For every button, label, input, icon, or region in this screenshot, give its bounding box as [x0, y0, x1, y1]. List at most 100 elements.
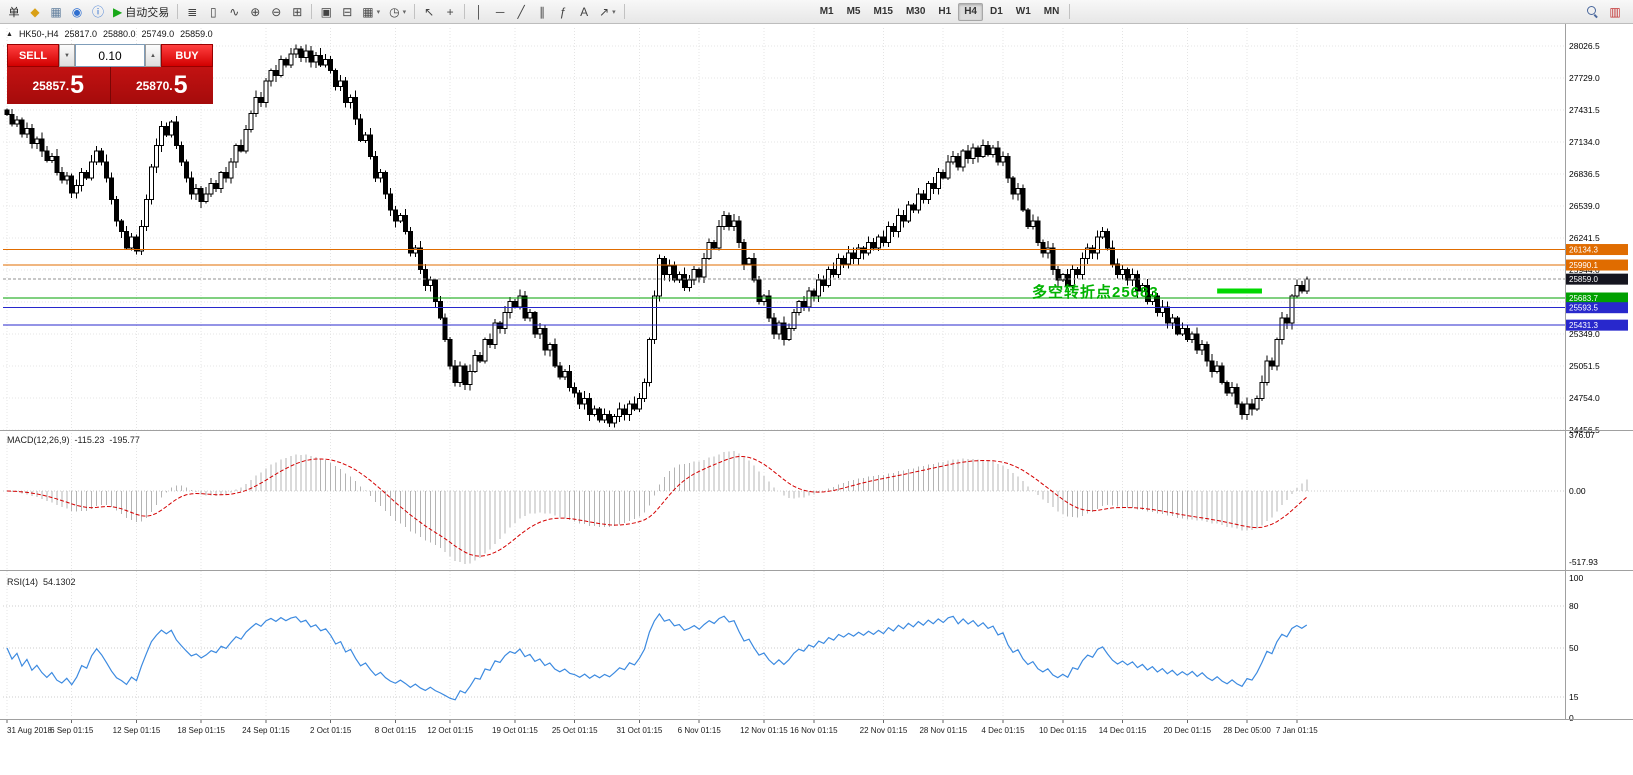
svg-text:25349.0: 25349.0: [1569, 329, 1600, 339]
timeframe-m5-button[interactable]: M5: [846, 6, 861, 17]
macd-signal-value: -195.77: [109, 435, 140, 445]
metaquotes-icon: ◉: [71, 4, 83, 19]
svg-text:25859.0: 25859.0: [1569, 275, 1598, 284]
equidistant-channel-icon[interactable]: ∥: [532, 2, 552, 22]
svg-text:25051.5: 25051.5: [1569, 361, 1600, 371]
arrows-icon[interactable]: ↗ ▾: [595, 2, 620, 22]
lot-increase-button[interactable]: ▲: [145, 44, 161, 67]
candlestick-chart-icon[interactable]: ▯: [203, 2, 223, 22]
svg-text:26134.3: 26134.3: [1569, 246, 1598, 255]
svg-text:27134.0: 27134.0: [1569, 137, 1600, 147]
svg-text:0.00: 0.00: [1569, 486, 1586, 496]
cursor-icon: ↖: [424, 4, 435, 19]
ohlc-bars-icon: ≣: [187, 4, 198, 19]
zoom-in-icon[interactable]: ⊕: [245, 2, 265, 22]
timeframe-m1-button[interactable]: M1: [819, 6, 834, 17]
turning-point-annotation[interactable]: 多空转折点25683: [1032, 284, 1159, 301]
chart-canvas[interactable]: 28026.5 27729.0 27431.5 27134.0 26836.5 26539…: [0, 24, 1633, 775]
svg-text:12 Sep 01:15: 12 Sep 01:15: [113, 726, 161, 735]
svg-text:8 Oct 01:15: 8 Oct 01:15: [375, 726, 417, 735]
svg-text:6 Nov 01:15: 6 Nov 01:15: [678, 726, 722, 735]
zoom-out-icon[interactable]: ⊖: [266, 2, 286, 22]
close-value: 25859.0: [180, 29, 213, 39]
sell-price-display[interactable]: 25857. 5: [7, 67, 110, 104]
horizontal-line-icon[interactable]: ─: [490, 2, 510, 22]
ohlc-bars-icon[interactable]: ≣: [182, 2, 202, 22]
cursor-icon[interactable]: ↖: [419, 2, 439, 22]
new-chart-button[interactable]: ▦ ▾: [358, 2, 384, 22]
rsi-name: RSI(14): [7, 577, 39, 587]
toolbar-separator: [311, 4, 313, 19]
horizontal-line-icon: ─: [495, 4, 505, 19]
dropdown-arrow-icon: ▾: [612, 8, 616, 16]
sell-button[interactable]: SELL: [7, 44, 59, 67]
search-icon[interactable]: [1582, 2, 1603, 22]
arrows-icon: ↗: [599, 4, 610, 19]
rsi-indicator-label: RSI(14) 54.1302: [7, 577, 76, 587]
timeframe-m30-button[interactable]: M30: [905, 6, 926, 17]
chart-window-icon[interactable]: ▦: [46, 2, 66, 22]
timeframe-h1-button[interactable]: H1: [938, 6, 952, 17]
chart-header: ▲ HK50-,H4 25817.0 25880.0 25749.0 25859…: [6, 29, 213, 39]
macd-indicator-label: MACD(12,26,9) -115.23 -195.77: [7, 435, 140, 445]
cascade-windows-icon[interactable]: ▣: [316, 2, 336, 22]
new-order-button[interactable]: 单: [4, 2, 24, 22]
toolbar-separator: [1069, 4, 1071, 19]
macd-main-value: -115.23: [74, 435, 105, 445]
timeframe-h4-button[interactable]: H4: [958, 2, 983, 21]
arrange-windows-icon[interactable]: ⊟: [337, 2, 357, 22]
macd-panel[interactable]: [3, 451, 1565, 564]
vertical-line-icon[interactable]: │: [469, 2, 489, 22]
trendline-icon[interactable]: ╱: [511, 2, 531, 22]
svg-text:376.07: 376.07: [1569, 430, 1595, 440]
profiles-button[interactable]: ◷ ▾: [385, 2, 410, 22]
rsi-panel[interactable]: [3, 605, 1565, 701]
price-panel[interactable]: [4, 44, 1310, 428]
timeframe-w1-button[interactable]: W1: [1015, 6, 1031, 17]
price-axis[interactable]: 28026.5 27729.0 27431.5 27134.0 26836.5 26539…: [1565, 24, 1629, 723]
timeframe-m15-button[interactable]: M15: [873, 6, 893, 17]
svg-text:12 Nov 01:15: 12 Nov 01:15: [740, 726, 788, 735]
fibonacci-icon[interactable]: ƒ: [553, 2, 573, 22]
open-value: 25817.0: [64, 29, 97, 39]
high-value: 25880.0: [103, 29, 136, 39]
low-value: 25749.0: [141, 29, 175, 39]
svg-text:18 Sep 01:15: 18 Sep 01:15: [177, 726, 225, 735]
tile-windows-icon[interactable]: ⊞: [287, 2, 307, 22]
line-chart-icon[interactable]: ∿: [224, 2, 244, 22]
chart-window-icon: ▦: [50, 4, 62, 19]
svg-text:0: 0: [1569, 713, 1574, 723]
svg-text:14 Dec 01:15: 14 Dec 01:15: [1099, 726, 1147, 735]
buy-price-main: 25870.: [135, 78, 173, 93]
svg-text:19 Oct 01:15: 19 Oct 01:15: [492, 726, 538, 735]
info-icon[interactable]: ⓘ: [88, 2, 108, 22]
timeframe-d1-button[interactable]: D1: [990, 6, 1003, 17]
lot-size-input[interactable]: [75, 44, 145, 67]
text-icon: A: [580, 4, 589, 19]
timeframe-mn-button[interactable]: MN: [1043, 6, 1060, 17]
one-click-trading-row: SELL ▼ ▲ BUY: [7, 44, 213, 67]
zoom-out-icon: ⊖: [271, 4, 282, 19]
svg-text:24754.0: 24754.0: [1569, 393, 1600, 403]
svg-text:22 Nov 01:15: 22 Nov 01:15: [860, 726, 908, 735]
chart-objects[interactable]: [3, 249, 1565, 326]
lot-decrease-button[interactable]: ▼: [59, 44, 75, 67]
buy-price-display[interactable]: 25870. 5: [109, 67, 213, 104]
buy-button[interactable]: BUY: [161, 44, 213, 67]
toolbar-separator: [623, 4, 625, 19]
accounts-icon[interactable]: ◆: [25, 2, 45, 22]
autotrade-button[interactable]: ▶ 自动交易: [109, 2, 173, 22]
svg-text:12 Oct 01:15: 12 Oct 01:15: [427, 726, 473, 735]
svg-text:27431.5: 27431.5: [1569, 105, 1600, 115]
svg-text:25683.7: 25683.7: [1569, 294, 1598, 303]
metaquotes-icon[interactable]: ◉: [67, 2, 87, 22]
sell-price-big-digit: 5: [70, 71, 85, 99]
svg-text:28 Nov 01:15: 28 Nov 01:15: [919, 726, 967, 735]
collapse-trading-panel-arrow[interactable]: ▲: [6, 30, 13, 38]
market-watch-icon[interactable]: ▥: [1605, 2, 1625, 22]
crosshair-icon[interactable]: +: [440, 2, 460, 22]
profiles-icon: ◷: [389, 4, 400, 19]
text-icon[interactable]: A: [574, 2, 594, 22]
